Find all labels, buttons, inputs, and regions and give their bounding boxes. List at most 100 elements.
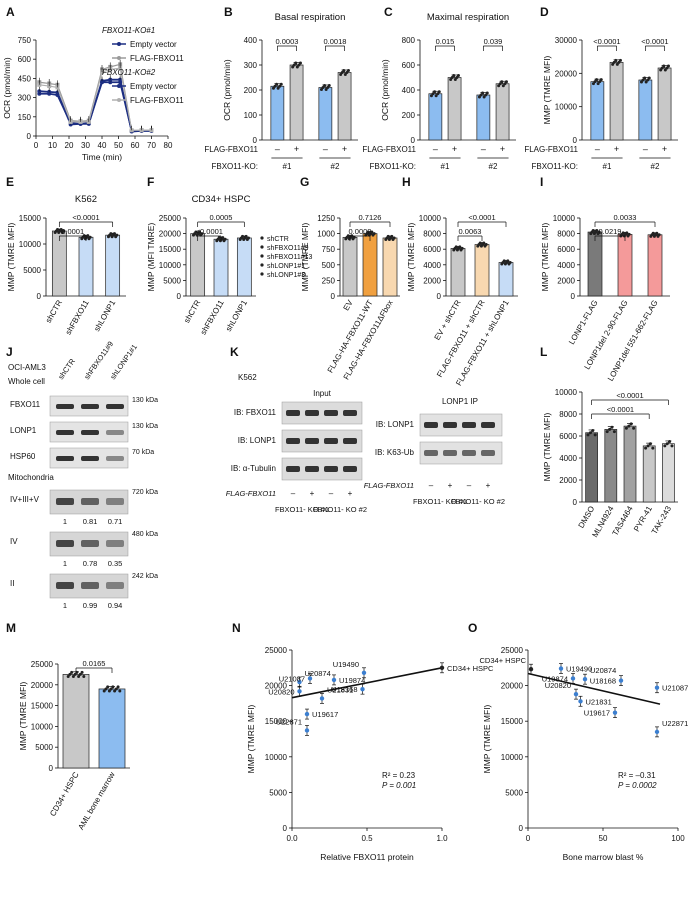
blot-strip: [281, 401, 363, 425]
bar: [450, 248, 466, 297]
bar: [98, 688, 126, 769]
data-point: [610, 425, 614, 429]
x-axis-label: Relative FBXO11 protein: [320, 852, 414, 862]
stat-label: R² = –0.31: [618, 771, 656, 780]
group-label: #1: [441, 162, 450, 171]
p-value: 0.0063: [459, 227, 482, 236]
blot-band: [286, 466, 300, 472]
bar: [617, 234, 633, 297]
data-point: [346, 234, 350, 238]
panel-letter-G: G: [300, 175, 309, 189]
blot-band: [462, 450, 476, 456]
y-tick-label: 0: [573, 136, 578, 145]
chart-title: K562: [75, 194, 97, 205]
x-tick-label: 20: [65, 141, 74, 150]
legend-marker: [260, 263, 264, 267]
p-value: <0.0001: [641, 37, 668, 46]
y-tick-label: 0: [253, 136, 258, 145]
bar: [495, 83, 510, 141]
chart-title: Basal respiration: [275, 12, 346, 23]
x-tick-label: 50: [114, 141, 123, 150]
blot-band: [106, 456, 124, 461]
y-tick-label: 2000: [559, 476, 577, 485]
category-label: shLONP1: [92, 298, 117, 333]
data-point: [360, 686, 365, 692]
blot-band: [106, 540, 124, 547]
blot-band: [106, 498, 124, 505]
y-axis-label: MMP (TMRE MFI): [542, 412, 552, 481]
blot-band: [443, 422, 457, 428]
data-point: [663, 444, 667, 448]
y-tick-label: 750: [18, 36, 32, 45]
sign-label: –: [643, 144, 648, 154]
blot-quant: 0.81: [83, 517, 98, 526]
x-axis-label: Bone marrow blast %: [563, 852, 644, 862]
data-point: [621, 231, 625, 235]
y-tick-label: 4000: [559, 454, 577, 463]
y-tick-label: 25000: [265, 646, 288, 655]
y-tick-label: 10000: [555, 388, 578, 397]
y-tick-label: 450: [18, 74, 32, 83]
sign-label: –: [329, 489, 334, 498]
y-axis-label: MMP (TMRE MFI): [540, 222, 550, 291]
blot-row-label: IB: LONP1: [376, 420, 415, 429]
blot-band: [424, 422, 438, 428]
legend-marker: [117, 84, 121, 88]
blot-band: [81, 430, 99, 435]
row-label: FLAG-FBXO11: [524, 145, 578, 154]
y-tick-label: 0: [177, 292, 182, 301]
data-point: [70, 670, 74, 674]
data-point: [458, 245, 462, 249]
data-point: [327, 84, 331, 87]
data-point: [78, 672, 82, 676]
legend-label: Empty vector: [130, 82, 177, 91]
data-point: [279, 82, 283, 86]
legend-marker: [260, 245, 264, 249]
y-tick-label: 10000: [31, 722, 54, 731]
panel-letter-C: C: [384, 5, 393, 19]
data-point: [651, 231, 655, 235]
group-label: #2: [651, 162, 660, 171]
bar: [587, 231, 603, 297]
panel-letter-D: D: [540, 5, 549, 19]
row-label: FLAG-FBXO11: [364, 481, 414, 490]
blot-band: [424, 450, 438, 456]
y-tick-label: 5000: [269, 788, 287, 797]
panel-letter-H: H: [402, 175, 411, 189]
bar: [78, 236, 94, 297]
blot-band: [343, 438, 357, 444]
data-point: [643, 76, 647, 80]
data-point: [297, 679, 302, 685]
data-point: [437, 90, 441, 94]
blot-marker: 242 kDa: [132, 573, 158, 580]
x-tick-label: 30: [81, 141, 90, 150]
sign-label: +: [342, 144, 347, 154]
y-axis-label: OCR (pmol/min): [380, 59, 390, 121]
blot-lane-label: shLONP1#1: [108, 343, 139, 382]
data-point: [478, 241, 482, 245]
x-tick-label: 100: [671, 834, 685, 843]
point-label: U20820: [268, 687, 294, 696]
data-point: [392, 236, 396, 240]
blot-band: [305, 438, 319, 444]
blot-row-label: IB: LONP1: [238, 436, 277, 445]
panel-letter-B: B: [224, 5, 233, 19]
blot-cell-line: OCI-AML3: [8, 363, 46, 372]
blot-row-label: II: [10, 579, 14, 588]
p-value: <0.0001: [72, 213, 99, 222]
row-label: FLAG-FBXO11: [362, 145, 416, 154]
legend-label: Empty vector: [130, 40, 177, 49]
data-point: [484, 243, 488, 247]
data-point: [298, 61, 302, 65]
p-value: <0.0001: [607, 405, 634, 414]
data-point: [618, 58, 622, 62]
panel-letter-J: J: [6, 345, 13, 359]
category-label: shCTR: [44, 298, 64, 324]
data-point: [244, 234, 248, 238]
blot-band: [81, 456, 99, 461]
blot-band: [106, 430, 124, 435]
blot-header: Input: [313, 389, 332, 398]
blot-marker: 480 kDa: [132, 531, 158, 538]
blot-band: [481, 450, 495, 456]
sign-label: +: [310, 489, 315, 498]
